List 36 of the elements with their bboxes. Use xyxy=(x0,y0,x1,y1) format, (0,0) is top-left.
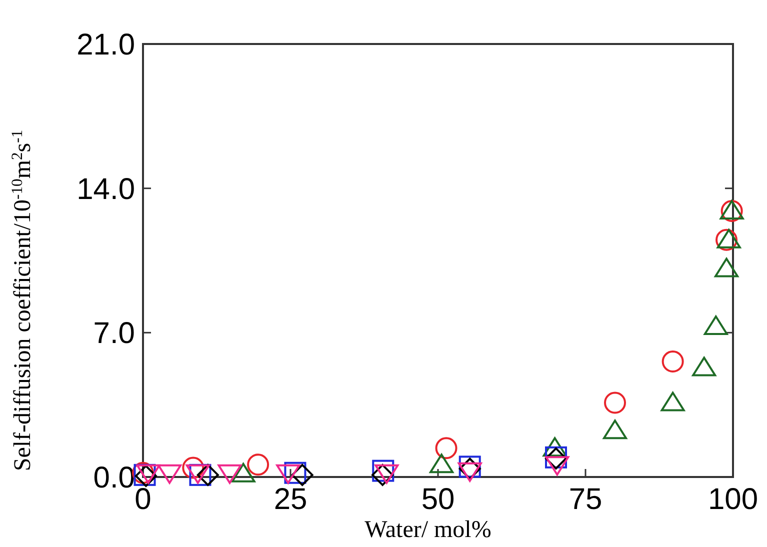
point xyxy=(247,454,270,476)
point xyxy=(545,456,570,476)
point xyxy=(291,464,314,486)
point xyxy=(196,464,219,486)
point xyxy=(372,460,394,482)
point xyxy=(692,356,716,376)
point xyxy=(662,350,684,373)
point xyxy=(158,464,182,484)
x-axis-title: Water/ mol% xyxy=(364,517,492,543)
point xyxy=(714,258,739,278)
point xyxy=(430,454,454,474)
y-tick-label: 21.0 xyxy=(76,28,135,62)
x-tick-label: 100 xyxy=(708,483,758,516)
point xyxy=(704,315,728,335)
point xyxy=(372,464,394,486)
y-tick-label: 0.0 xyxy=(93,462,135,494)
point xyxy=(458,462,482,482)
point xyxy=(189,464,212,486)
x-tick-label: 25 xyxy=(274,483,308,516)
point xyxy=(542,437,567,457)
point xyxy=(136,464,160,484)
y-tick-label: 14.0 xyxy=(76,172,135,206)
point xyxy=(435,437,458,460)
point xyxy=(218,464,242,484)
x-tick-label: 75 xyxy=(568,483,602,516)
point xyxy=(182,456,204,479)
point xyxy=(660,392,685,412)
point xyxy=(276,464,300,484)
point xyxy=(603,420,627,440)
point xyxy=(186,464,210,484)
point xyxy=(284,462,306,484)
y-tick-label: 7.0 xyxy=(93,317,135,350)
x-tick-label: 50 xyxy=(421,483,455,516)
x-tick-label: 0 xyxy=(134,483,152,516)
point xyxy=(604,392,626,414)
point xyxy=(374,464,399,484)
